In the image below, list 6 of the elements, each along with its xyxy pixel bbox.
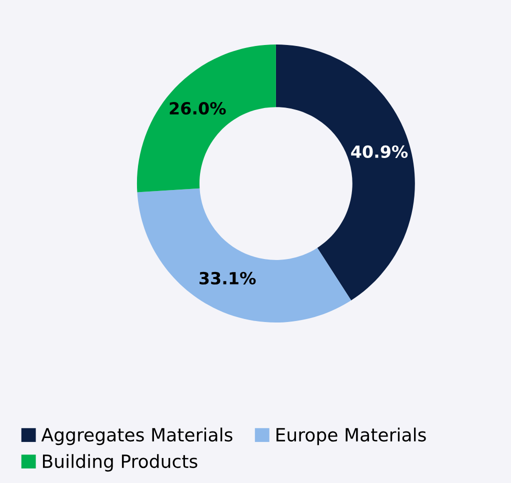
data-label: 26.0% — [170, 102, 226, 115]
legend-label: Building Products — [42, 454, 198, 472]
data-label: 40.9% — [351, 145, 408, 158]
legend-label: Europe Materials — [276, 428, 426, 446]
data-label: 33.1% — [200, 272, 256, 285]
legend-label: Aggregates Materials — [41, 428, 232, 446]
